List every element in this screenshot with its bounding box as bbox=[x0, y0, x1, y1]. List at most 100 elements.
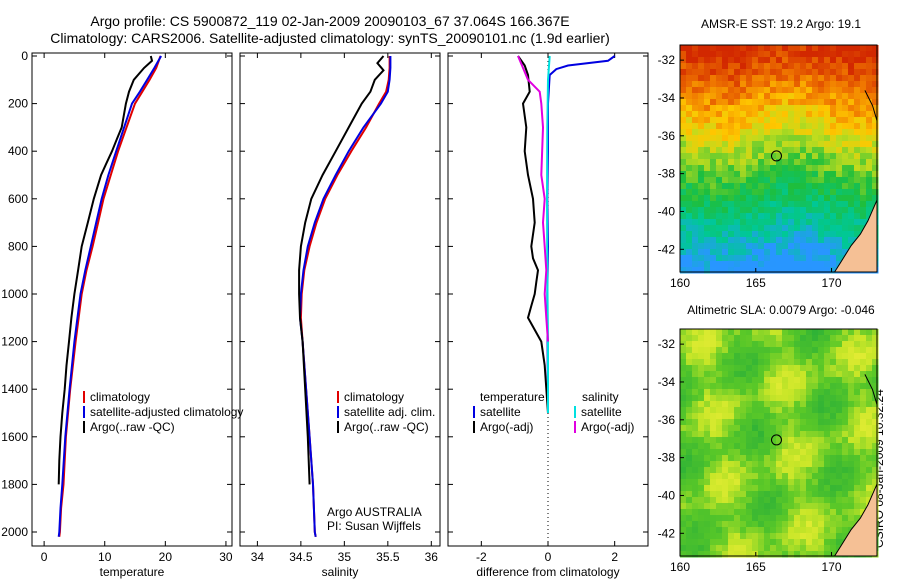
field-cell bbox=[836, 449, 843, 456]
field-cell bbox=[806, 551, 813, 558]
field-cell bbox=[866, 491, 873, 498]
field-cell bbox=[782, 255, 789, 262]
field-cell bbox=[842, 437, 849, 444]
field-cell bbox=[728, 123, 735, 130]
field-cell bbox=[716, 45, 723, 52]
field-cell bbox=[752, 551, 759, 558]
field-cell bbox=[854, 413, 861, 420]
field-cell bbox=[824, 57, 831, 64]
field-cell bbox=[752, 87, 759, 94]
field-cell bbox=[716, 201, 723, 208]
field-cell bbox=[788, 75, 795, 82]
field-cell bbox=[698, 105, 705, 112]
field-cell bbox=[764, 455, 771, 462]
field-cell bbox=[728, 485, 735, 492]
field-cell bbox=[764, 189, 771, 196]
field-cell bbox=[800, 159, 807, 166]
field-cell bbox=[698, 545, 705, 552]
field-cell bbox=[848, 105, 855, 112]
field-cell bbox=[776, 503, 783, 510]
field-cell bbox=[872, 51, 879, 58]
field-cell bbox=[806, 177, 813, 184]
field-cell bbox=[704, 57, 711, 64]
field-cell bbox=[716, 479, 723, 486]
field-cell bbox=[770, 75, 777, 82]
field-cell bbox=[758, 63, 765, 70]
field-cell bbox=[806, 213, 813, 220]
field-cell bbox=[824, 371, 831, 378]
field-cell bbox=[722, 165, 729, 172]
field-cell bbox=[830, 461, 837, 468]
field-cell bbox=[800, 473, 807, 480]
field-cell bbox=[782, 395, 789, 402]
field-cell bbox=[680, 147, 687, 154]
field-cell bbox=[746, 249, 753, 256]
field-cell bbox=[686, 503, 693, 510]
field-cell bbox=[740, 225, 747, 232]
y-tick-label: 1600 bbox=[1, 430, 28, 444]
field-cell bbox=[866, 135, 873, 142]
field-cell bbox=[854, 479, 861, 486]
field-cell bbox=[746, 341, 753, 348]
field-cell bbox=[704, 87, 711, 94]
field-cell bbox=[770, 93, 777, 100]
field-cell bbox=[686, 213, 693, 220]
field-cell bbox=[764, 407, 771, 414]
field-cell bbox=[722, 539, 729, 546]
field-cell bbox=[740, 111, 747, 118]
field-cell bbox=[800, 341, 807, 348]
field-cell bbox=[812, 69, 819, 76]
field-cell bbox=[842, 45, 849, 52]
field-cell bbox=[686, 341, 693, 348]
field-cell bbox=[746, 455, 753, 462]
field-cell bbox=[830, 231, 837, 238]
field-cell bbox=[794, 515, 801, 522]
field-cell bbox=[728, 521, 735, 528]
field-cell bbox=[728, 219, 735, 226]
field-cell bbox=[836, 329, 843, 336]
field-cell bbox=[770, 383, 777, 390]
field-cell bbox=[782, 183, 789, 190]
field-cell bbox=[764, 165, 771, 172]
field-cell bbox=[680, 111, 687, 118]
field-cell bbox=[710, 401, 717, 408]
field-cell bbox=[812, 225, 819, 232]
field-cell bbox=[854, 341, 861, 348]
field-cell bbox=[806, 171, 813, 178]
field-cell bbox=[770, 207, 777, 214]
field-cell bbox=[776, 201, 783, 208]
field-cell bbox=[698, 159, 705, 166]
field-cell bbox=[842, 473, 849, 480]
field-cell bbox=[704, 533, 711, 540]
field-cell bbox=[722, 443, 729, 450]
field-cell bbox=[836, 177, 843, 184]
field-cell bbox=[734, 147, 741, 154]
field-cell bbox=[842, 171, 849, 178]
field-cell bbox=[788, 407, 795, 414]
field-cell bbox=[722, 51, 729, 58]
field-cell bbox=[704, 159, 711, 166]
field-cell bbox=[752, 201, 759, 208]
field-cell bbox=[722, 213, 729, 220]
field-cell bbox=[698, 147, 705, 154]
field-cell bbox=[770, 533, 777, 540]
field-cell bbox=[866, 455, 873, 462]
field-cell bbox=[692, 551, 699, 558]
field-cell bbox=[722, 93, 729, 100]
field-cell bbox=[740, 413, 747, 420]
field-cell bbox=[860, 153, 867, 160]
field-cell bbox=[704, 147, 711, 154]
field-cell bbox=[794, 147, 801, 154]
field-cell bbox=[740, 141, 747, 148]
field-cell bbox=[770, 165, 777, 172]
field-cell bbox=[812, 545, 819, 552]
field-cell bbox=[740, 123, 747, 130]
field-cell bbox=[782, 147, 789, 154]
field-cell bbox=[842, 123, 849, 130]
field-cell bbox=[692, 461, 699, 468]
field-cell bbox=[758, 371, 765, 378]
field-cell bbox=[788, 261, 795, 268]
field-cell bbox=[764, 159, 771, 166]
field-cell bbox=[788, 479, 795, 486]
field-cell bbox=[686, 135, 693, 142]
